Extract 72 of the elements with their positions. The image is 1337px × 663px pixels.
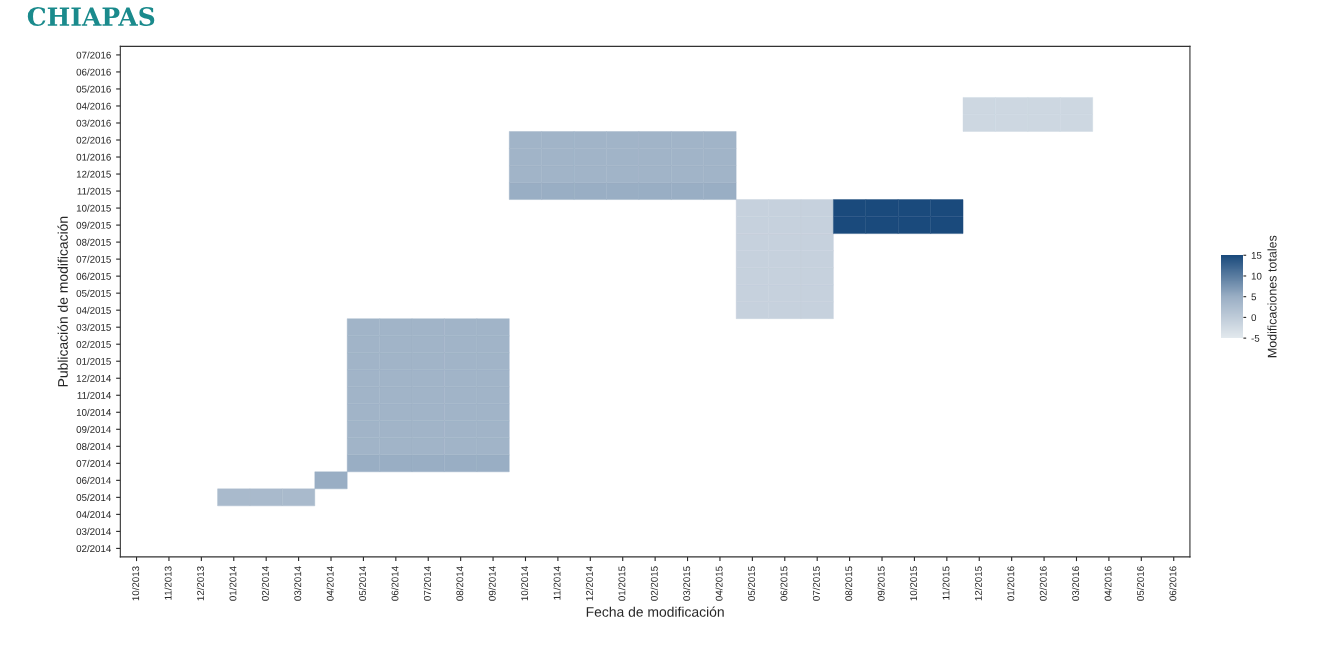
chart-title: CHIAPAS [27, 7, 155, 26]
y-tick-label: 01/2016 [76, 153, 111, 161]
y-tick-label: 08/2015 [76, 238, 111, 246]
y-tick-label: 06/2016 [76, 68, 111, 76]
color-bar-label: 15 [1251, 252, 1262, 259]
x-tick-label: 08/2015 [845, 566, 853, 601]
y-tick-label: 07/2015 [76, 255, 111, 263]
y-tick-label: 11/2015 [77, 187, 111, 195]
y-tick-label: 02/2014 [76, 544, 112, 553]
y-tick-label: 10/2014 [76, 408, 112, 416]
x-tick-label: 04/2015 [715, 566, 723, 601]
x-tick-label: 04/2014 [326, 566, 334, 601]
x-tick-label: 06/2016 [1169, 566, 1177, 601]
x-tick-label: 05/2015 [747, 566, 755, 601]
y-tick-label: 08/2014 [76, 442, 112, 450]
y-axis-title: Publicación de modificación [57, 216, 68, 387]
x-tick-label: 10/2015 [909, 566, 918, 601]
x-tick-label: 01/2015 [618, 566, 626, 601]
x-tick-label: 05/2014 [358, 566, 367, 601]
x-tick-label: 06/2014 [391, 566, 399, 601]
y-tick-label: 12/2014 [76, 374, 112, 382]
y-tick-label: 10/2015 [76, 204, 111, 212]
x-tick-label: 01/2014 [229, 566, 237, 601]
y-tick-label: 05/2015 [76, 289, 111, 297]
x-tick-label: 02/2014 [261, 566, 269, 601]
x-tick-label: 10/2014 [520, 566, 529, 601]
y-tick-label: 04/2015 [76, 306, 111, 314]
x-tick-label: 12/2013 [196, 566, 204, 601]
y-tick-label: 04/2016 [76, 102, 111, 110]
x-tick-label: 03/2016 [1071, 566, 1080, 601]
color-bar-label: 0 [1251, 314, 1257, 322]
y-tick-label: 12/2015 [76, 170, 111, 178]
x-tick-label: 11/2013 [164, 566, 172, 600]
y-tick-label: 03/2015 [76, 323, 111, 331]
color-bar-label: 10 [1251, 272, 1262, 280]
x-tick-label: 12/2014 [585, 566, 593, 601]
x-tick-label: 03/2014 [294, 566, 302, 601]
x-tick-label: 11/2014 [553, 566, 561, 600]
x-tick-label: 08/2014 [456, 566, 464, 601]
color-bar-title: Modificaciones totales [1267, 235, 1277, 358]
y-tick-label: 03/2016 [76, 119, 111, 127]
x-tick-label: 01/2016 [1007, 566, 1015, 601]
y-tick-label: 09/2014 [76, 425, 112, 433]
x-tick-label: 07/2014 [423, 566, 431, 601]
x-tick-label: 02/2016 [1039, 566, 1047, 601]
x-tick-label: 05/2016 [1136, 566, 1144, 601]
x-axis-title: Fecha de modificación [586, 606, 724, 617]
x-tick-label: 06/2015 [780, 566, 788, 601]
y-tick-label: 02/2015 [76, 340, 111, 348]
color-bar-label: 5 [1251, 293, 1257, 301]
x-tick-label: 12/2015 [974, 566, 982, 601]
x-tick-label: 09/2015 [877, 566, 885, 601]
x-tick-label: 03/2015 [683, 566, 691, 601]
x-tick-label: 09/2014 [488, 566, 496, 601]
x-tick-label: 11/2015 [942, 566, 950, 600]
y-tick-label: 02/2016 [76, 136, 111, 144]
y-tick-label: 07/2014 [76, 459, 112, 467]
x-tick-label: 02/2015 [650, 566, 658, 601]
y-tick-label: 11/2014 [77, 391, 112, 399]
y-tick-label: 06/2014 [76, 476, 112, 484]
x-tick-label: 04/2016 [1104, 566, 1112, 601]
y-tick-label: 05/2016 [76, 85, 111, 93]
y-tick-label: 06/2015 [76, 272, 111, 280]
y-tick-label: 07/2016 [76, 51, 111, 59]
color-bar-label: -5 [1251, 334, 1260, 342]
y-tick-label: 01/2015 [76, 357, 111, 365]
y-tick-label: 04/2014 [76, 510, 112, 518]
y-tick-label: 09/2015 [76, 221, 111, 229]
y-tick-label: 05/2014 [76, 493, 112, 501]
y-tick-label: 03/2014 [76, 527, 112, 536]
x-tick-label: 07/2015 [812, 566, 820, 601]
x-tick-label: 10/2013 [132, 566, 140, 601]
